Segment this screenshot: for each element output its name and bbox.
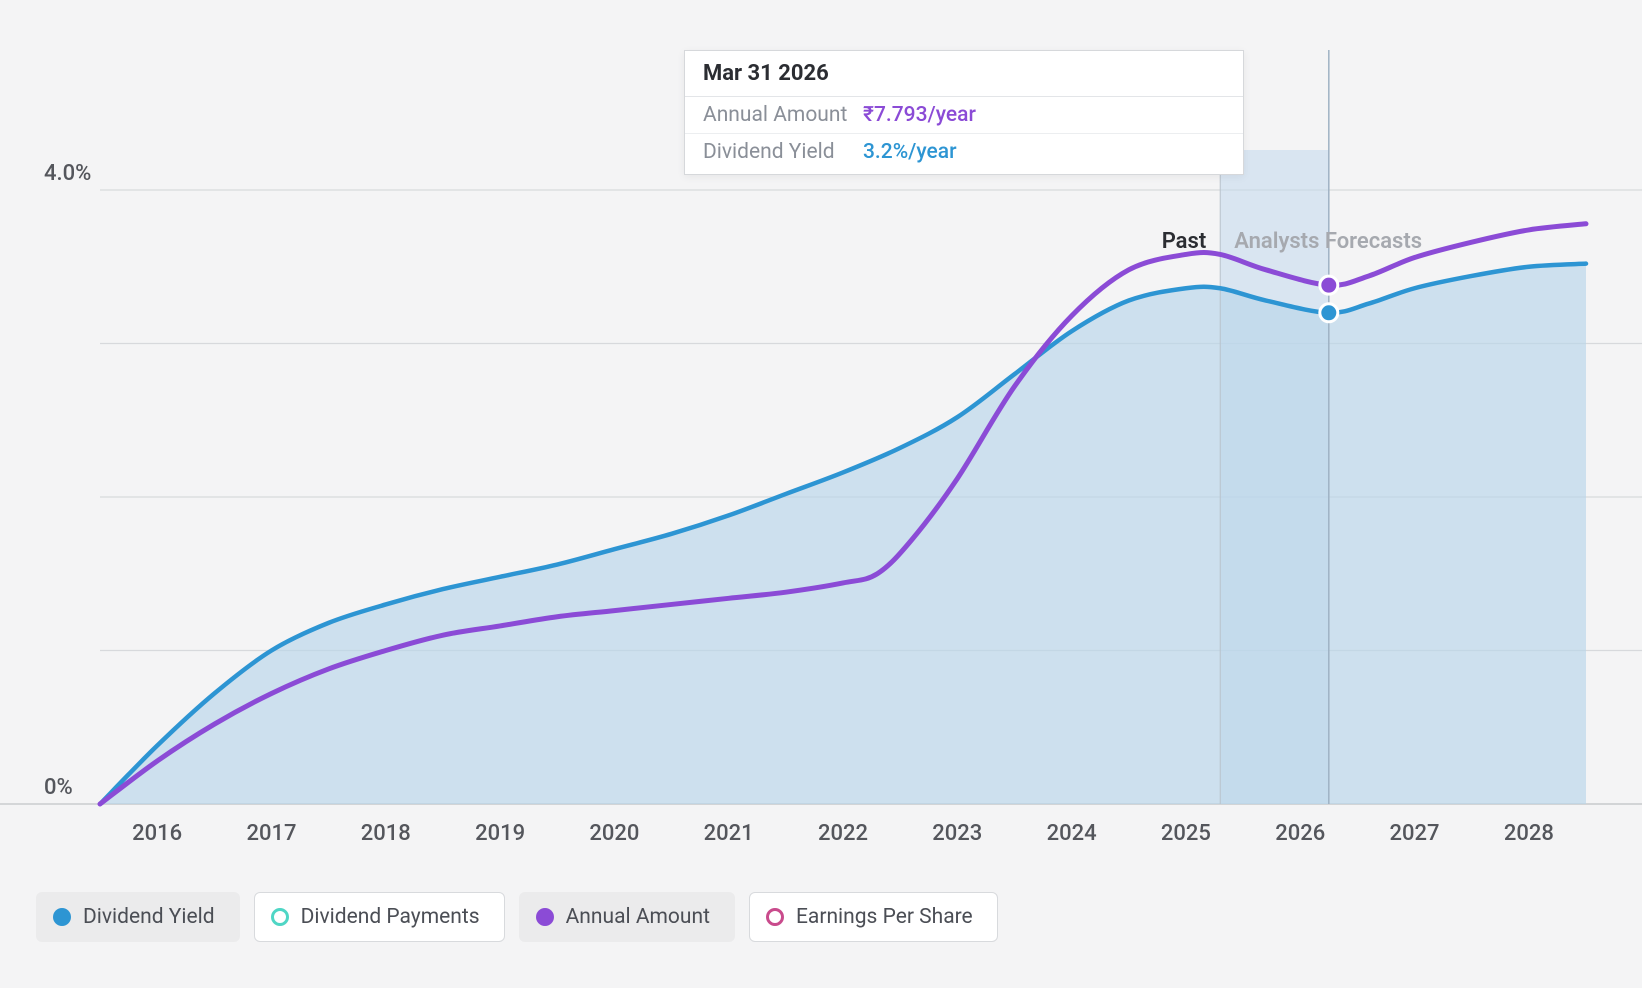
svg-text:2025: 2025 [1161,821,1211,846]
legend-label: Dividend Yield [83,905,215,929]
tooltip-date: Mar 31 2026 [685,51,1243,97]
tooltip-row-dividend-yield: Dividend Yield 3.2%/year [685,134,1243,174]
svg-text:2028: 2028 [1504,821,1554,846]
svg-text:2023: 2023 [932,821,982,846]
svg-text:2019: 2019 [475,821,525,846]
svg-text:2017: 2017 [246,821,296,846]
legend-label: Dividend Payments [301,905,480,929]
svg-text:4.0%: 4.0% [44,161,91,186]
legend-item-dividend-yield[interactable]: Dividend Yield [36,892,240,942]
svg-text:Past: Past [1162,229,1207,254]
legend-item-dividend-payments[interactable]: Dividend Payments [254,892,505,942]
legend-item-annual-amount[interactable]: Annual Amount [519,892,735,942]
tooltip-value: ₹7.793/year [863,103,976,127]
tooltip-label: Dividend Yield [703,140,863,164]
legend-label: Earnings Per Share [796,905,973,929]
svg-text:2016: 2016 [132,821,182,846]
legend-marker [766,908,784,926]
svg-text:2024: 2024 [1047,821,1097,846]
legend-item-earnings-per-share[interactable]: Earnings Per Share [749,892,998,942]
svg-text:2020: 2020 [589,821,639,846]
svg-text:Analysts Forecasts: Analysts Forecasts [1234,229,1422,254]
svg-text:2018: 2018 [361,821,411,846]
dividend-chart: 0% 4.0% 2016 2017 2018 2019 2020 2021 2022 2023 20… [0,0,1642,988]
svg-text:0%: 0% [44,775,73,800]
svg-text:2022: 2022 [818,821,868,846]
svg-text:2021: 2021 [704,821,754,846]
svg-text:2027: 2027 [1390,821,1440,846]
tooltip-value: 3.2%/year [863,140,957,164]
legend-marker [271,908,289,926]
tooltip-label: Annual Amount [703,103,863,127]
svg-text:2026: 2026 [1275,821,1325,846]
legend-label: Annual Amount [566,905,710,929]
tooltip-row-annual-amount: Annual Amount ₹7.793/year [685,97,1243,134]
hover-tooltip: Mar 31 2026 Annual Amount ₹7.793/year Di… [684,50,1244,175]
legend-marker [53,908,71,926]
chart-legend: Dividend Yield Dividend Payments Annual Am… [36,892,998,942]
legend-marker [536,908,554,926]
